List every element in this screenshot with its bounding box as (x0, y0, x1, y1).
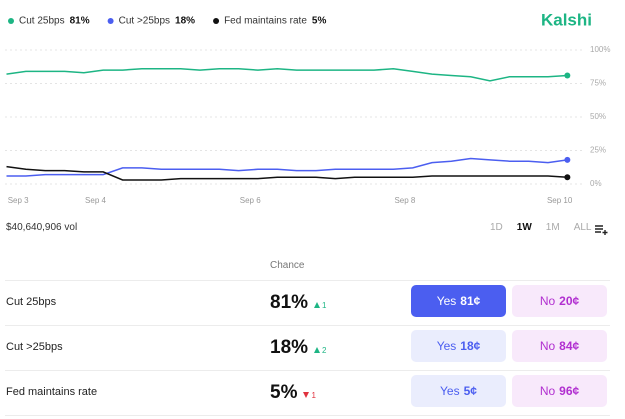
chart: Kalshi Cut 25bps 81% Cut >25bps 18% Fed main… (5, 10, 610, 205)
y-tick-label: 50% (590, 112, 606, 121)
series-end-dot (564, 174, 571, 181)
range-selector: 1D 1W 1M ALL (490, 222, 592, 233)
y-tick-label: 75% (590, 79, 606, 88)
legend-label: Cut >25bps (119, 16, 170, 27)
change-arrow (303, 391, 310, 398)
chance-cell: 5% 1 (270, 382, 316, 404)
legend-label: Cut 25bps (19, 16, 65, 27)
volume: $40,640,906 vol (6, 222, 78, 233)
yes-label: Yes (436, 294, 457, 308)
no-button[interactable]: No 84¢ (512, 330, 607, 362)
outcome-name: Fed maintains rate (6, 385, 98, 398)
range-button[interactable]: 1M (545, 222, 560, 233)
chance-value: 81% (270, 291, 309, 313)
range-button[interactable]: 1W (516, 222, 532, 233)
yes-button[interactable]: Yes 18¢ (411, 330, 506, 362)
x-tick-label: Sep 10 (547, 196, 573, 205)
row-divider (5, 415, 610, 416)
chance-change: 1 (314, 301, 326, 310)
y-tick-label: 100% (590, 45, 610, 54)
no-label: No (539, 384, 556, 398)
yes-label: Yes (440, 384, 460, 398)
series-line (6, 157, 568, 177)
legend-item: Fed maintains rate 5% (213, 16, 326, 27)
yes-price: 18¢ (460, 339, 481, 353)
legend-dot (107, 18, 114, 24)
change-arrow (314, 346, 321, 353)
no-price: 96¢ (559, 384, 580, 398)
chance-value: 5% (270, 381, 298, 403)
x-tick-label: Sep 4 (85, 196, 106, 205)
chance-cell: 81% 1 (270, 292, 326, 314)
x-tick-label: Sep 8 (394, 196, 415, 205)
chart-settings-icon[interactable] (594, 223, 608, 235)
legend-label: Fed maintains rate (224, 16, 307, 27)
legend-value: 18% (175, 16, 195, 27)
chance-change: 2 (314, 346, 326, 355)
outcome-name: Cut >25bps (6, 340, 63, 353)
row-divider (5, 325, 610, 326)
change-value: 2 (322, 345, 327, 355)
chance-change: 1 (303, 390, 316, 400)
legend-value: 5% (312, 16, 327, 27)
range-button[interactable]: ALL (573, 222, 592, 233)
y-tick-label: 25% (590, 146, 606, 155)
yes-price: 81¢ (460, 294, 481, 308)
change-arrow (314, 301, 321, 308)
row-divider (5, 370, 610, 371)
yes-price: 5¢ (463, 384, 477, 398)
no-button[interactable]: No 96¢ (512, 375, 607, 407)
y-tick-label: 0% (590, 179, 602, 188)
yes-button[interactable]: Yes 5¢ (411, 375, 506, 407)
brand-logo[interactable]: Kalshi (541, 10, 592, 29)
legend-item: Cut 25bps 81% (8, 16, 90, 27)
series-line (6, 68, 568, 82)
change-value: 1 (322, 300, 327, 310)
outcome-name: Cut 25bps (6, 295, 57, 308)
row-divider (5, 280, 610, 281)
range-button[interactable]: 1D (490, 222, 503, 233)
no-price: 84¢ (559, 339, 580, 353)
x-tick-label: Sep 6 (240, 196, 261, 205)
legend-value: 81% (70, 16, 90, 27)
change-value: 1 (311, 390, 316, 400)
series-end-dot (564, 156, 571, 163)
no-label: No (539, 339, 556, 353)
series-end-dot (564, 72, 571, 79)
chance-value: 18% (270, 336, 309, 358)
legend-item: Cut >25bps 18% (107, 16, 195, 27)
legend-dot (213, 18, 220, 24)
chance-cell: 18% 2 (270, 337, 326, 359)
x-tick-label: Sep 3 (8, 196, 29, 205)
series-line (6, 165, 568, 181)
yes-label: Yes (436, 339, 457, 353)
no-button[interactable]: No 20¢ (512, 285, 607, 317)
no-price: 20¢ (559, 294, 580, 308)
yes-button[interactable]: Yes 81¢ (411, 285, 506, 317)
chance-header: Chance (270, 260, 305, 271)
legend-dot (8, 18, 14, 24)
no-label: No (539, 294, 556, 308)
